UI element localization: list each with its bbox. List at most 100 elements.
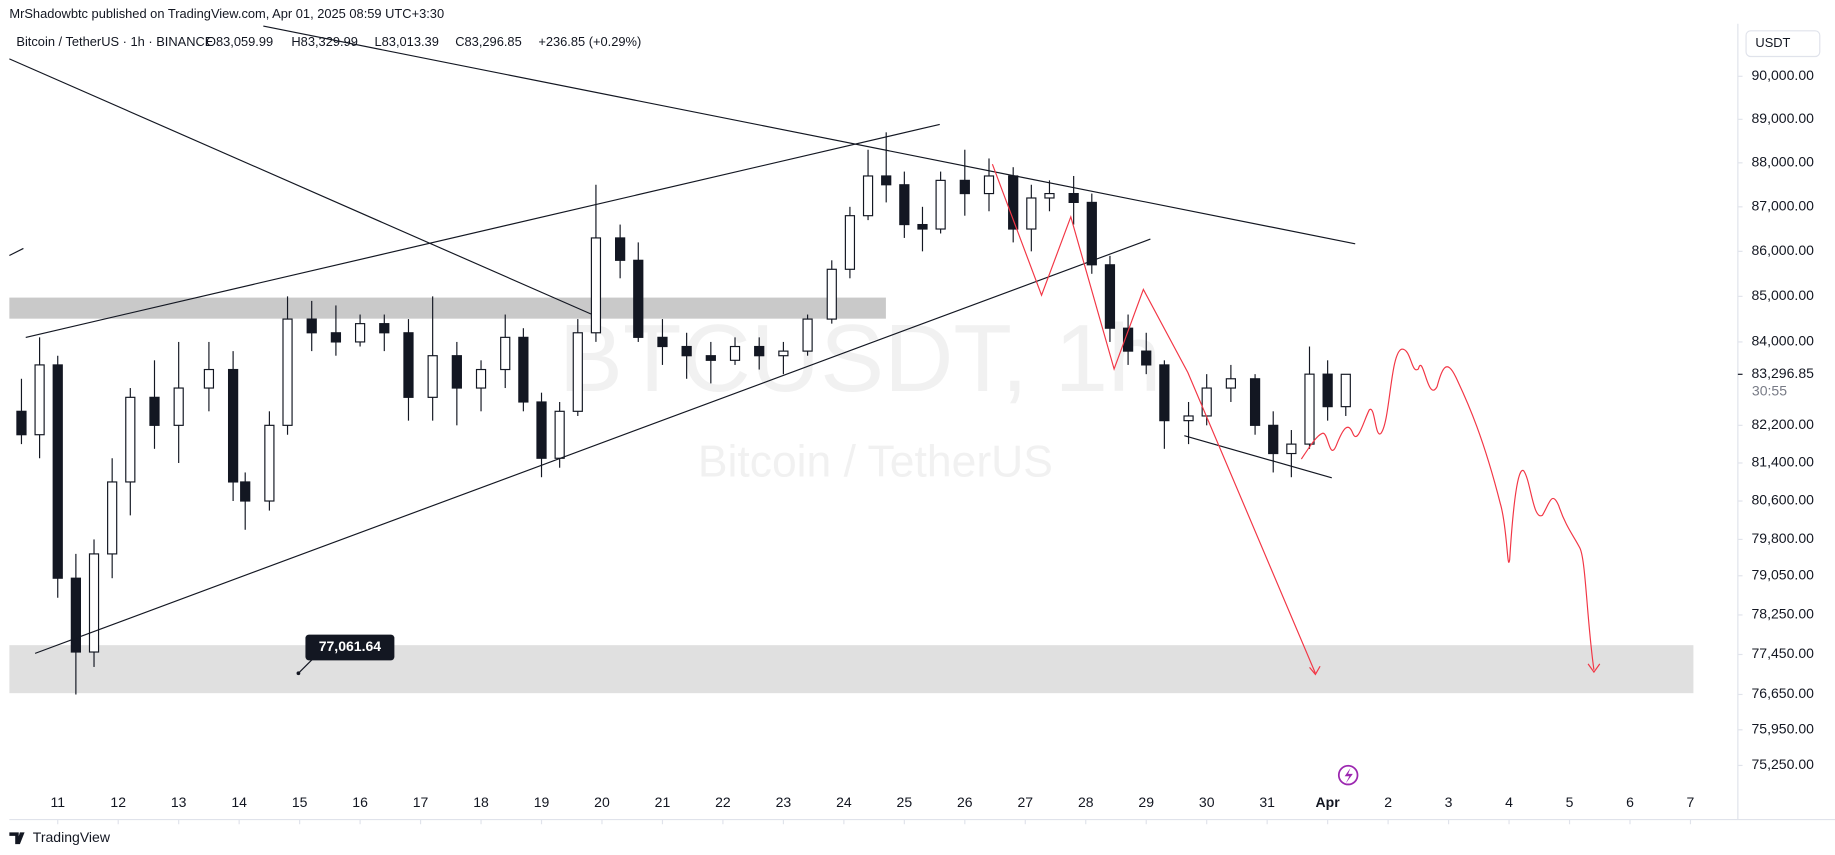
candle-body xyxy=(572,332,583,412)
ohlc-open: O83,059.99 xyxy=(206,34,273,49)
candle-body xyxy=(657,336,668,348)
ohlc-low: L83,013.39 xyxy=(374,34,438,49)
candle-body xyxy=(88,553,100,653)
y-tick-label: 88,000.00 xyxy=(1752,154,1815,170)
y-tick-label: 79,800.00 xyxy=(1752,530,1815,546)
resistance-zone[interactable] xyxy=(9,297,886,319)
candle-body xyxy=(917,223,928,230)
x-tick-label: 28 xyxy=(1078,794,1094,810)
candle-body xyxy=(778,350,789,357)
projection-path[interactable] xyxy=(991,163,1316,674)
candle-body xyxy=(1183,415,1194,422)
candle-body xyxy=(379,323,390,334)
candle-body xyxy=(881,175,892,186)
candle-body xyxy=(107,481,118,555)
note-text: 77,061.64 xyxy=(319,638,382,654)
candle-body xyxy=(227,368,239,483)
candle-body xyxy=(754,345,765,357)
arrow-head xyxy=(1587,663,1601,674)
y-tick-label: 75,250.00 xyxy=(1752,756,1815,772)
event-icon[interactable] xyxy=(1337,764,1359,786)
candle-body xyxy=(802,318,813,352)
candle-body xyxy=(1159,364,1170,422)
x-tick-label: 3 xyxy=(1445,794,1453,810)
candle-body xyxy=(282,318,293,426)
candle-body xyxy=(705,355,716,361)
candle-body xyxy=(1141,350,1152,366)
candle-body xyxy=(1286,443,1297,455)
candle-body xyxy=(354,323,366,343)
candles xyxy=(16,132,1351,695)
trend-line[interactable] xyxy=(1184,435,1332,479)
candle-body xyxy=(1340,373,1351,408)
logo-text: TradingView xyxy=(33,829,111,845)
candle-body xyxy=(729,345,741,361)
candle-body xyxy=(935,179,946,230)
x-tick-label: 19 xyxy=(534,794,550,810)
x-tick-label: 30 xyxy=(1199,794,1215,810)
x-tick-label: 29 xyxy=(1138,794,1154,810)
trend-line[interactable] xyxy=(34,238,1151,654)
candle-body xyxy=(149,396,160,426)
candle-body xyxy=(1086,201,1097,266)
y-tick-label: 79,050.00 xyxy=(1752,566,1815,582)
legend-row: Bitcoin / TetherUS · 1h · BINANCE O83,05… xyxy=(16,34,641,49)
candle-body xyxy=(16,410,27,436)
support-zone[interactable] xyxy=(9,645,1694,694)
watermark: BTCUSDT, 1h xyxy=(559,305,1162,412)
arrow-head xyxy=(1309,665,1321,676)
trend-line[interactable] xyxy=(9,247,24,256)
x-tick-label: 27 xyxy=(1017,794,1033,810)
candle-body xyxy=(681,345,692,357)
currency-box[interactable] xyxy=(1745,30,1821,58)
x-tick-label: 17 xyxy=(413,794,429,810)
x-tick-label: 12 xyxy=(110,794,126,810)
candle-body xyxy=(306,318,317,334)
x-tick-label: 13 xyxy=(171,794,187,810)
trend-line[interactable] xyxy=(9,58,592,315)
logo[interactable]: TradingView xyxy=(9,829,111,845)
candle-body xyxy=(500,336,511,371)
x-tick-label: 2 xyxy=(1384,794,1392,810)
ohlc-high: H83,329.99 xyxy=(291,34,358,49)
price-note[interactable]: 77,061.64 xyxy=(296,634,395,676)
y-tick-label: 87,000.00 xyxy=(1752,198,1815,214)
candle-body xyxy=(518,336,529,403)
x-tick-label: 7 xyxy=(1687,794,1695,810)
x-tick-label: 11 xyxy=(50,794,65,810)
candle-body xyxy=(330,332,342,343)
candle-body xyxy=(1068,192,1079,203)
y-tick-label: 85,000.00 xyxy=(1752,287,1815,303)
candle-body xyxy=(590,237,602,334)
x-tick-label: 18 xyxy=(473,794,489,810)
countdown: 30:55 xyxy=(1752,383,1787,399)
x-tick-label: 22 xyxy=(715,794,731,810)
candle-body xyxy=(451,355,462,389)
projections xyxy=(991,163,1601,676)
candle-body xyxy=(34,364,45,436)
y-tick-label: 80,600.00 xyxy=(1752,492,1815,508)
y-tick-label: 89,000.00 xyxy=(1752,110,1815,126)
ohlc-change: +236.85 (+0.29%) xyxy=(538,34,641,49)
y-tick-label: 86,000.00 xyxy=(1752,242,1815,258)
y-tick-label: 77,450.00 xyxy=(1752,645,1815,661)
currency[interactable]: USDT xyxy=(1755,35,1790,50)
candle-body xyxy=(427,355,438,398)
x-tick-label: 14 xyxy=(231,794,247,810)
candle-body xyxy=(1249,378,1261,426)
candle-body xyxy=(1122,327,1134,352)
candle-body xyxy=(52,364,63,579)
x-tick-label: 5 xyxy=(1566,794,1574,810)
candle-body xyxy=(1104,264,1116,329)
candle-body xyxy=(1322,373,1333,408)
candle-body xyxy=(633,259,644,338)
x-tick-label: 26 xyxy=(957,794,973,810)
candle-body xyxy=(173,387,184,426)
projection-curve[interactable] xyxy=(1300,348,1595,670)
x-tick-label: Apr xyxy=(1316,794,1341,810)
watermark-sub: Bitcoin / TetherUS xyxy=(698,438,1053,487)
trend-line[interactable] xyxy=(25,123,940,338)
x-tick-label: 23 xyxy=(776,794,792,810)
trend-line[interactable] xyxy=(263,25,1356,245)
